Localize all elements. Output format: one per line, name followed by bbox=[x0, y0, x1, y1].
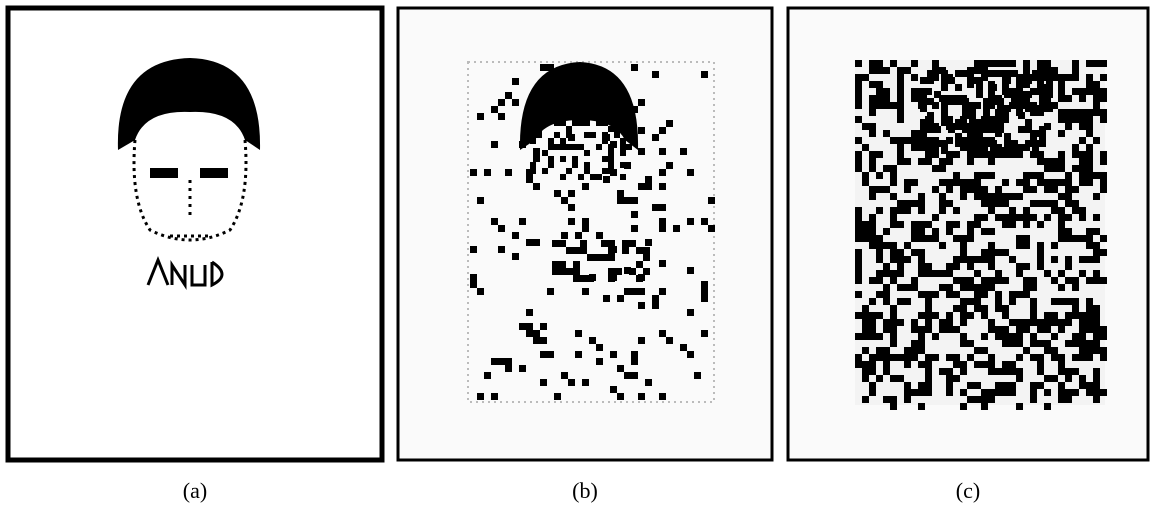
pixel-noise bbox=[920, 70, 1053, 154]
hair bbox=[117, 58, 261, 150]
pixel-noise bbox=[855, 60, 1107, 410]
eye-right bbox=[200, 168, 228, 178]
shirt-pattern bbox=[146, 255, 224, 291]
face-outline bbox=[132, 139, 248, 242]
eye-left bbox=[150, 168, 178, 178]
face-drawing bbox=[117, 58, 261, 291]
panel-label: (b) bbox=[572, 478, 598, 503]
noise-pixels bbox=[470, 60, 1107, 410]
panel-label: (a) bbox=[183, 478, 207, 503]
pixel-noise bbox=[470, 64, 715, 400]
panel-label: (c) bbox=[956, 478, 980, 503]
pixel-noise bbox=[530, 120, 632, 180]
pixel-noise bbox=[552, 240, 650, 282]
hair-noisy bbox=[519, 62, 639, 150]
